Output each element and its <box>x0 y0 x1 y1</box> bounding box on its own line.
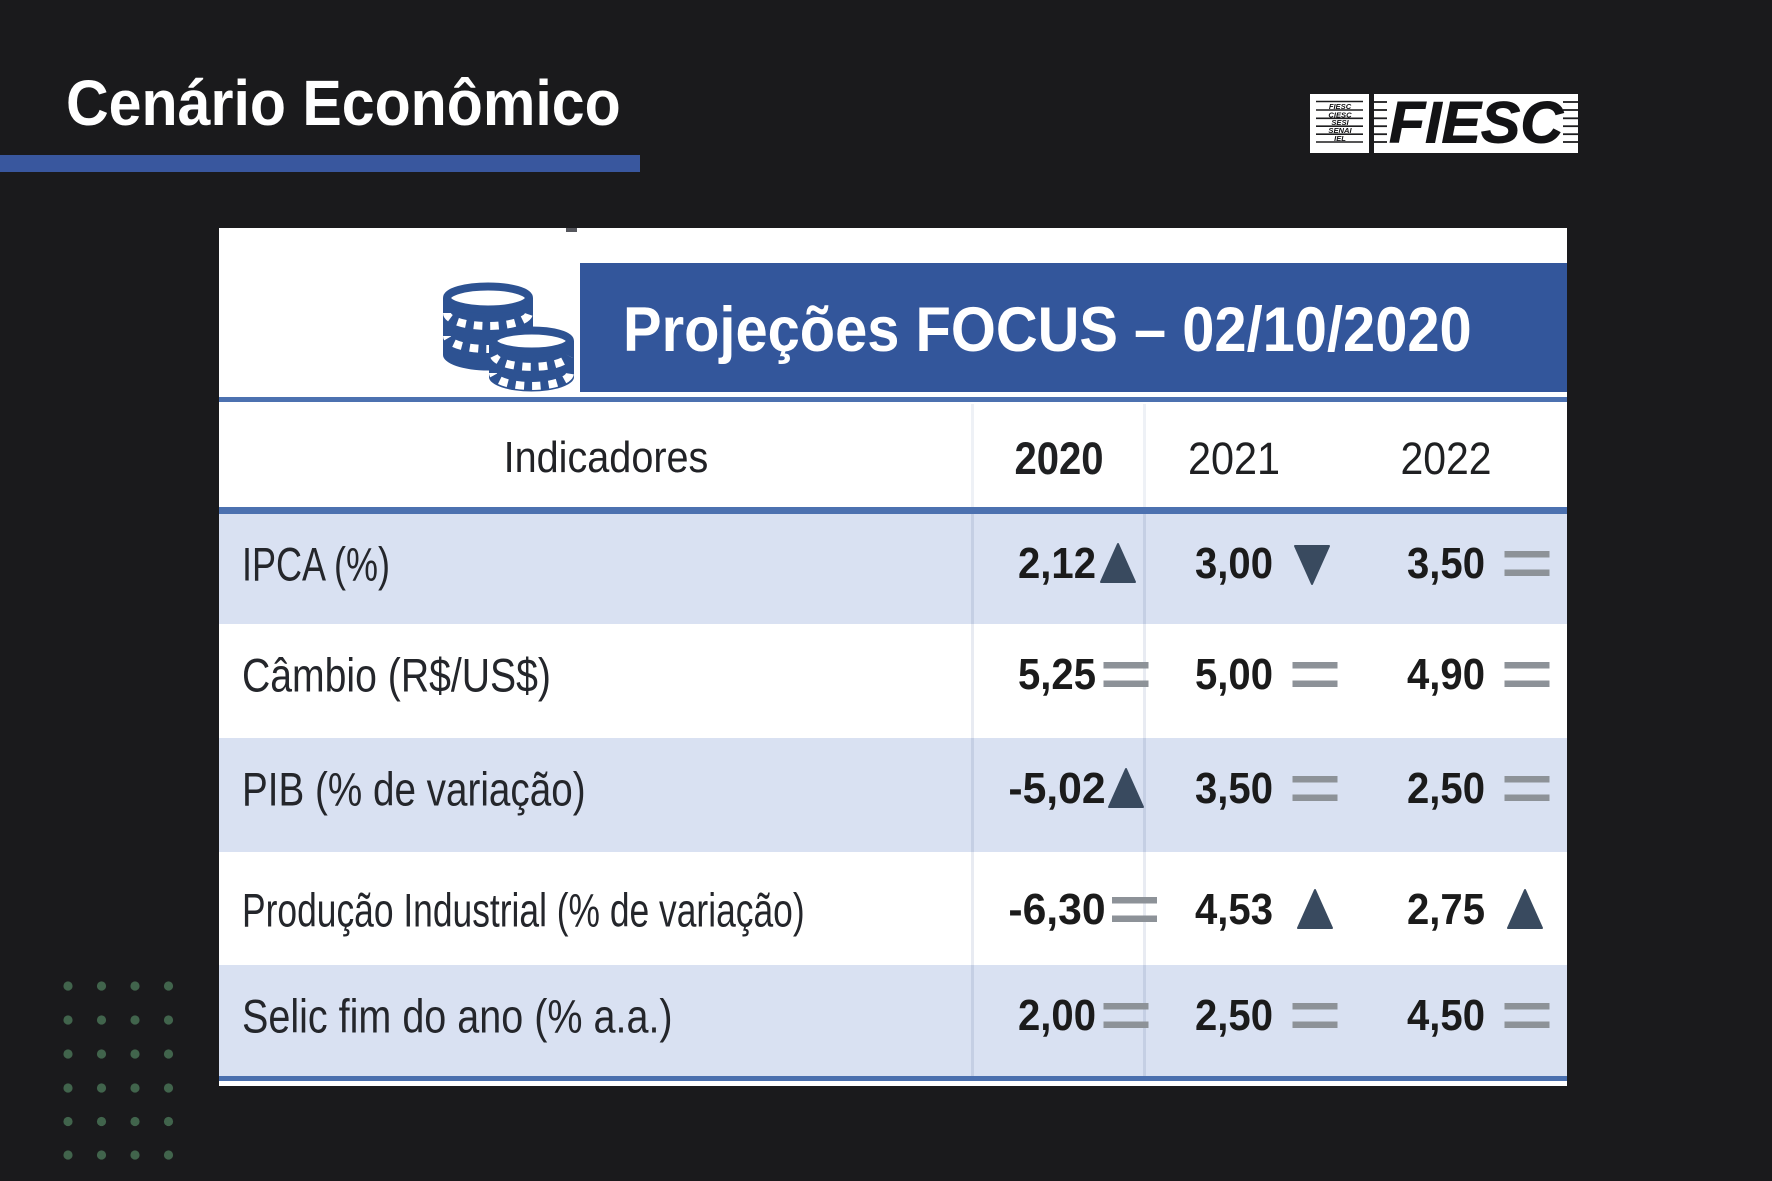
svg-text:IEL: IEL <box>1334 134 1346 143</box>
svg-text:SENAI: SENAI <box>1328 126 1352 135</box>
svg-text:FIESC: FIESC <box>1329 102 1352 111</box>
svg-text:CIESC: CIESC <box>1328 110 1352 119</box>
svg-text:FIESC: FIESC <box>1389 94 1564 153</box>
svg-text:SESI: SESI <box>1331 118 1349 127</box>
